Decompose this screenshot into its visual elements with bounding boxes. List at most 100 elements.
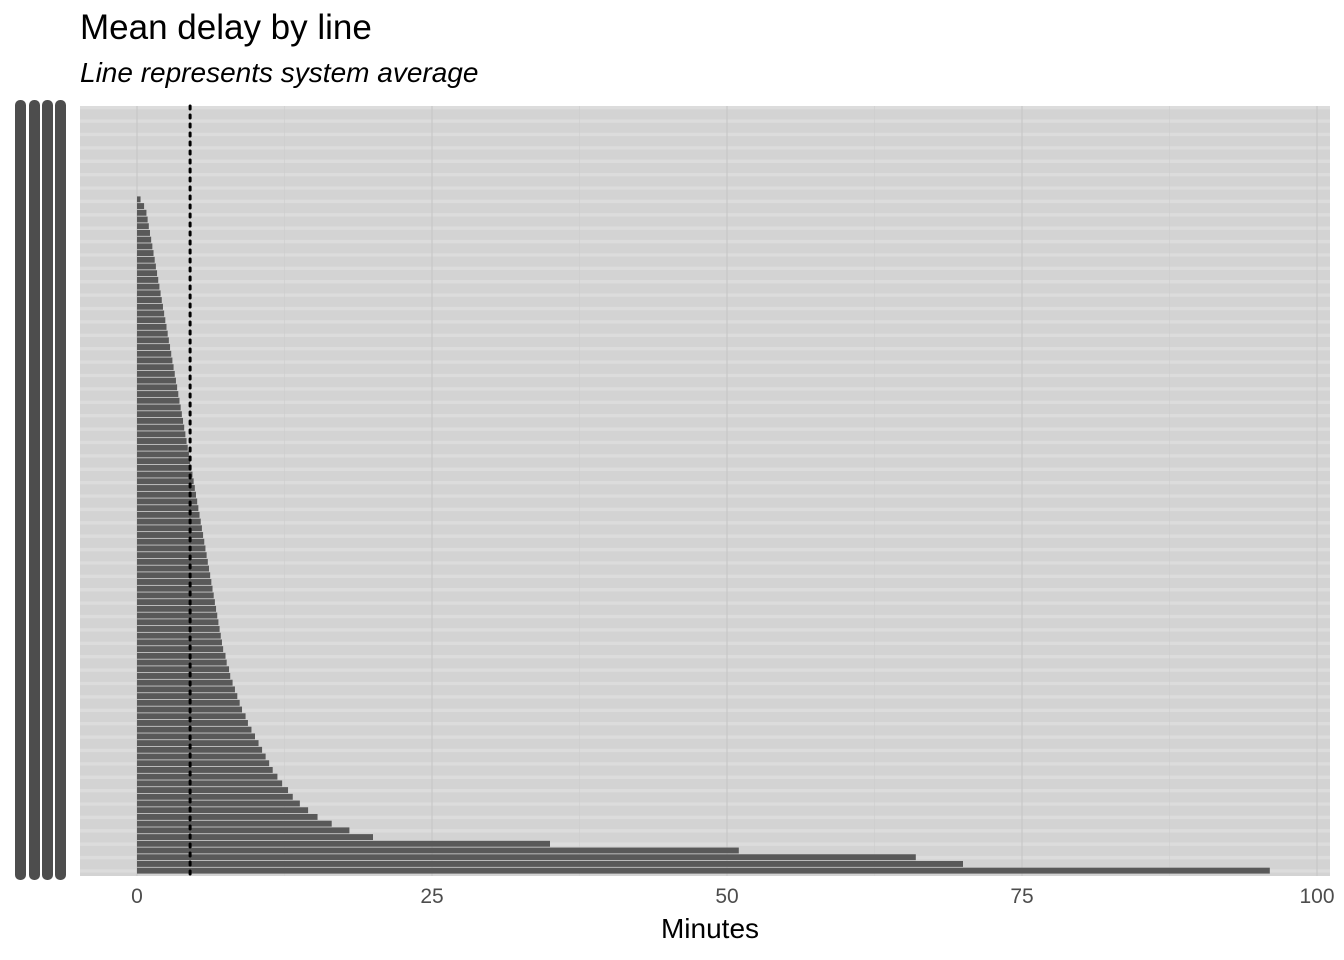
bar bbox=[137, 558, 208, 565]
grid-stripe bbox=[80, 641, 1330, 645]
grid-stripe bbox=[80, 614, 1330, 619]
bar bbox=[137, 686, 235, 693]
bar bbox=[137, 458, 191, 465]
bar bbox=[137, 357, 173, 364]
bar bbox=[137, 820, 332, 827]
grid-stripe bbox=[80, 280, 1330, 284]
grid-stripe bbox=[80, 440, 1330, 445]
chart-subtitle: Line represents system average bbox=[80, 57, 479, 88]
grid-stripe bbox=[80, 681, 1330, 686]
grid-stripe bbox=[80, 829, 1330, 833]
bar bbox=[137, 518, 201, 525]
bar bbox=[137, 860, 963, 867]
bar bbox=[137, 203, 145, 210]
grid-stripe bbox=[80, 561, 1330, 565]
grid-stripe bbox=[80, 253, 1330, 257]
bar bbox=[137, 337, 169, 344]
grid-stripe bbox=[80, 454, 1330, 458]
grid-stripe bbox=[80, 628, 1330, 632]
bar bbox=[137, 746, 263, 753]
grid-stripe bbox=[80, 427, 1330, 431]
grid-stripe bbox=[80, 507, 1330, 512]
bar bbox=[137, 491, 196, 498]
x-axis-title: Minutes bbox=[661, 913, 759, 944]
y-tick-label-blob bbox=[42, 100, 53, 880]
bar bbox=[137, 511, 200, 518]
bar bbox=[137, 498, 198, 505]
grid-stripe bbox=[80, 400, 1330, 404]
grid-stripe bbox=[80, 347, 1330, 351]
bar bbox=[137, 827, 350, 834]
bar bbox=[137, 800, 300, 807]
bar bbox=[137, 726, 252, 733]
bar bbox=[137, 505, 199, 512]
grid-stripe bbox=[80, 494, 1330, 498]
grid-stripe bbox=[80, 802, 1330, 806]
bar bbox=[137, 216, 148, 223]
bar bbox=[137, 256, 155, 263]
bar bbox=[137, 290, 161, 297]
bar bbox=[137, 733, 255, 740]
bar bbox=[137, 753, 266, 760]
bar bbox=[137, 780, 283, 787]
bar bbox=[137, 404, 181, 411]
grid-stripe bbox=[80, 333, 1330, 337]
bar bbox=[137, 565, 209, 572]
grid-stripe bbox=[80, 172, 1330, 177]
grid-stripe bbox=[80, 534, 1330, 538]
grid-stripe bbox=[80, 775, 1330, 779]
bar bbox=[137, 525, 202, 532]
bar bbox=[137, 397, 180, 404]
bar bbox=[137, 384, 178, 391]
bar bbox=[137, 659, 227, 666]
grid-stripe bbox=[80, 735, 1330, 739]
bar bbox=[137, 867, 1270, 874]
bar bbox=[137, 847, 739, 854]
grid-stripe bbox=[80, 239, 1330, 244]
bar bbox=[137, 673, 231, 679]
bar bbox=[137, 283, 160, 290]
x-tick-label: 25 bbox=[420, 885, 443, 908]
bar bbox=[137, 599, 215, 606]
grid-stripe bbox=[80, 601, 1330, 605]
bar bbox=[137, 323, 167, 330]
grid-stripe bbox=[80, 695, 1330, 699]
bar bbox=[137, 652, 226, 659]
grid-stripe bbox=[80, 199, 1330, 204]
bar bbox=[137, 236, 152, 243]
bar bbox=[137, 572, 211, 579]
bar bbox=[137, 552, 207, 559]
bar bbox=[137, 619, 219, 626]
bar bbox=[137, 196, 141, 203]
bar bbox=[137, 370, 175, 377]
grid-stripe bbox=[80, 467, 1330, 471]
grid-stripe bbox=[80, 788, 1330, 793]
bar bbox=[137, 787, 289, 794]
y-tick-label-blob bbox=[55, 100, 66, 880]
bar bbox=[137, 350, 172, 357]
grid-stripe bbox=[80, 226, 1330, 230]
grid-stripe bbox=[80, 360, 1330, 364]
grid-stripe bbox=[80, 521, 1330, 525]
bar bbox=[137, 639, 222, 646]
bar bbox=[137, 478, 194, 485]
bar bbox=[137, 679, 233, 686]
grid-stripe bbox=[80, 106, 1330, 110]
grid-stripe bbox=[80, 186, 1330, 190]
bar bbox=[137, 545, 206, 552]
bar bbox=[137, 713, 246, 720]
bar bbox=[137, 438, 187, 444]
grid-stripe bbox=[80, 748, 1330, 753]
bar bbox=[137, 303, 163, 310]
bar bbox=[137, 229, 150, 236]
bar bbox=[137, 807, 309, 814]
bar bbox=[137, 270, 158, 277]
bar bbox=[137, 464, 192, 471]
grid-stripe bbox=[80, 306, 1330, 311]
bar bbox=[137, 330, 168, 337]
x-tick-label: 50 bbox=[715, 885, 738, 908]
bar bbox=[137, 699, 240, 706]
bar bbox=[137, 485, 195, 491]
chart-title: Mean delay by line bbox=[80, 8, 372, 47]
y-tick-label-blob bbox=[29, 100, 40, 880]
